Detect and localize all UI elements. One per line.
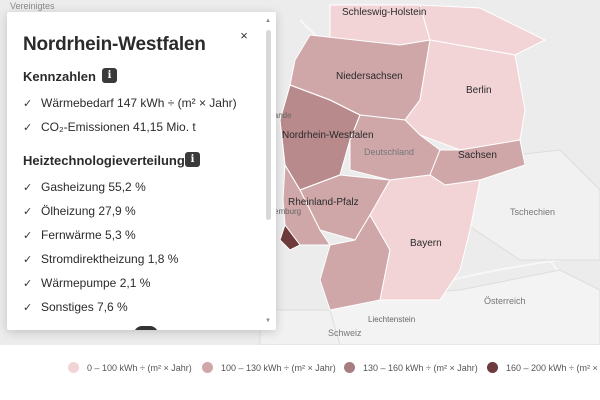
verteilung-item-oel: ✓ Ölheizung 27,9 %	[23, 204, 136, 218]
check-icon: ✓	[23, 230, 33, 242]
verteilung-item-waermepumpe: ✓ Wärmepumpe 2,1 %	[23, 276, 151, 290]
label-schleswig-holstein: Schleswig-Holstein	[342, 7, 427, 18]
label-rheinland-pfalz: Rheinland-Pfalz	[288, 197, 359, 208]
kennzahlen-heading: Kennzahlen	[23, 69, 96, 84]
check-icon: ✓	[23, 254, 33, 266]
label-nrw: Nordrhein-Westfalen	[282, 130, 374, 141]
legend-swatch	[202, 362, 213, 373]
label-schweiz: Schweiz	[328, 328, 362, 338]
scroll-up-icon[interactable]: ▲	[265, 18, 271, 24]
legend-item-2: 100 – 130 kWh ÷ (m² × Jahr)	[202, 362, 336, 373]
legend-label: 160 – 200 kWh ÷ (m² × Jahr)	[506, 362, 600, 373]
legend-item-4: 160 – 200 kWh ÷ (m² × Jahr)	[487, 362, 600, 373]
legend-item-3: 130 – 160 kWh ÷ (m² × Jahr)	[344, 362, 478, 373]
label-tschechien: Tschechien	[510, 207, 556, 217]
legend-label: 0 – 100 kWh ÷ (m² × Jahr)	[87, 362, 192, 373]
state-rheinland-pfalz	[282, 163, 331, 246]
label-landa: lande	[272, 111, 292, 120]
legend-swatch	[344, 362, 355, 373]
check-icon: ✓	[23, 122, 33, 134]
state-saarland	[279, 223, 301, 251]
label-bayern: Bayern	[410, 238, 442, 249]
kennzahlen-item-co2: ✓ CO₂-Emissionen 41,15 Mio. t	[23, 120, 196, 134]
legend-label: 130 – 160 kWh ÷ (m² × Jahr)	[363, 362, 478, 373]
state-bayern	[369, 174, 481, 301]
kennzahlen-item-waermebedarf: ✓ Wärmebedarf 147 kWh ÷ (m² × Jahr)	[23, 96, 237, 110]
check-icon: ✓	[23, 182, 33, 194]
nrw-outline	[279, 84, 361, 191]
state-mecklenburg-vorpommern	[419, 4, 547, 56]
close-icon[interactable]: ×	[240, 28, 248, 43]
scroll-down-icon[interactable]: ▼	[265, 318, 271, 324]
info-panel: Nordrhein-Westfalen × Kennzahlen i ✓ Wärm…	[7, 12, 276, 330]
switzerland-shape	[259, 309, 341, 345]
legend-swatch	[487, 362, 498, 373]
label-vereinigtes: Vereinigtes	[10, 1, 55, 11]
legend-swatch	[68, 362, 79, 373]
verteilung-info-icon[interactable]: i	[185, 152, 200, 167]
label-liechtenstein: Liechtenstein	[368, 315, 416, 324]
verteilung-heading: Heiztechnologieverteilung	[23, 153, 185, 168]
verteilung-item-fernwaerme: ✓ Fernwärme 5,3 %	[23, 228, 136, 242]
check-icon: ✓	[23, 278, 33, 290]
verteilung-item-sonstiges: ✓ Sonstiges 7,6 %	[23, 300, 128, 314]
label-xemburg: xemburg	[270, 207, 302, 216]
legend-label: 100 – 130 kWh ÷ (m² × Jahr)	[221, 362, 336, 373]
austria-shape	[329, 269, 600, 345]
panel-scrollbar[interactable]: ▲ ▼	[265, 18, 273, 324]
check-icon: ✓	[23, 206, 33, 218]
kennzahlen-info-icon[interactable]: i	[102, 68, 117, 83]
verteilung-item-gas: ✓ Gasheizung 55,2 %	[23, 180, 146, 194]
verteilung-item-strom: ✓ Stromdirektheizung 1,8 %	[23, 252, 179, 266]
label-niedersachsen: Niedersachsen	[336, 71, 403, 82]
label-oesterreich: Österreich	[484, 296, 526, 306]
check-icon: ✓	[23, 98, 33, 110]
label-berlin: Berlin	[466, 85, 492, 96]
check-icon: ✓	[23, 302, 33, 314]
label-sachsen: Sachsen	[458, 150, 497, 161]
label-deutschland: Deutschland	[364, 147, 415, 157]
map-legend: 0 – 100 kWh ÷ (m² × Jahr) 100 – 130 kWh …	[0, 345, 600, 400]
scroll-thumb[interactable]	[266, 30, 271, 220]
legend-item-1: 0 – 100 kWh ÷ (m² × Jahr)	[68, 362, 192, 373]
panel-title: Nordrhein-Westfalen	[23, 34, 206, 55]
more-content-hint	[134, 326, 158, 330]
